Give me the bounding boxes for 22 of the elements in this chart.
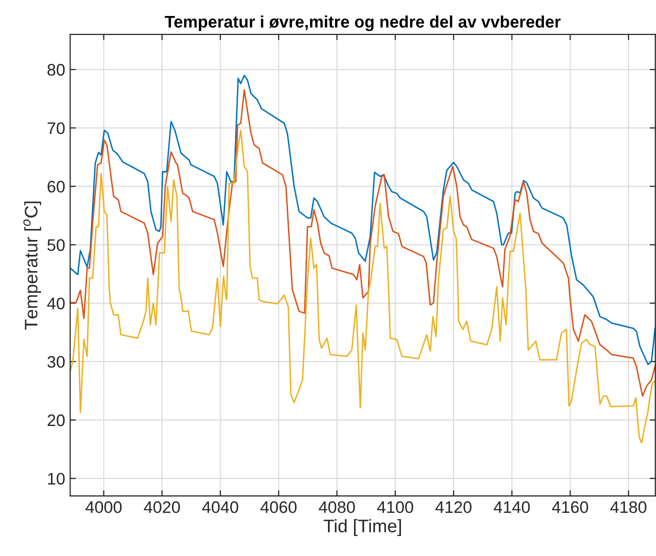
y-tick-label: 70 (48, 122, 65, 134)
chart-title: Temperatur i øvre,mitre og nedre del av vvbereder (164, 15, 561, 32)
y-tick-label: 30 (47, 356, 65, 368)
x-tick-label: 4060 (260, 501, 297, 514)
line-series (70, 130, 656, 444)
x-tick-label: 4100 (377, 501, 414, 514)
y-tick-label: 60 (48, 180, 65, 193)
x-tick-label: 4180 (610, 501, 646, 514)
y-tick-label: 20 (48, 414, 65, 426)
x-tick-label: 4080 (318, 501, 355, 514)
x-tick-label: 4160 (552, 501, 588, 514)
y-tick-label: 40 (47, 298, 65, 310)
x-tick-label: 4000 (86, 501, 122, 514)
y-axis-title: Temperatur [$^{o}$C] (23, 202, 42, 330)
x-tick-label: 4040 (202, 501, 238, 514)
x-tick-label: 4020 (144, 501, 180, 514)
y-tick-label: 50 (47, 239, 65, 251)
y-tick-label: 80 (48, 64, 65, 76)
x-tick-label: 4140 (494, 501, 530, 514)
y-tick-label: 10 (48, 472, 65, 485)
x-axis-title: Tid [Time] (324, 519, 401, 536)
x-tick-label: 4120 (435, 501, 472, 514)
